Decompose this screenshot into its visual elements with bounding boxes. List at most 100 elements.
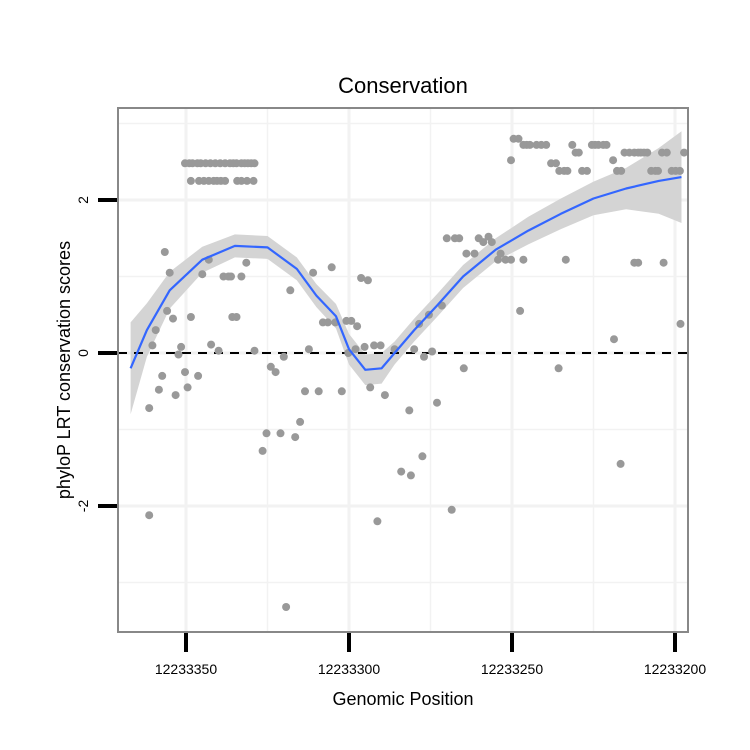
data-point [561,255,570,264]
data-point [177,342,186,351]
data-point [198,270,207,279]
data-point [262,429,271,438]
data-point [360,342,369,351]
data-point [675,166,684,175]
data-point [237,176,246,185]
data-point [337,387,346,396]
data-point [165,268,174,277]
data-point [496,249,505,258]
data-point [568,140,577,149]
x-tick-label: 12233350 [155,661,218,677]
data-point [680,148,689,157]
panel-border [117,107,689,633]
data-point [479,238,488,247]
data-point [554,364,563,373]
smooth-line-group [129,176,682,371]
data-point [470,249,479,258]
data-point [323,318,332,327]
data-point [455,234,464,243]
data-point [602,140,611,149]
x-axis-title: Genomic Position [332,689,473,709]
data-point [462,249,471,258]
data-points-group [145,134,689,611]
data-point [266,362,275,371]
x-tick-label: 12233250 [481,661,544,677]
data-point [351,345,360,354]
x-tick-label: 12233300 [318,661,381,677]
data-point [583,166,591,175]
data-point [542,140,551,149]
data-point [659,258,668,267]
data-point [353,322,362,331]
data-point [186,176,195,185]
data-point [654,166,662,175]
data-point [494,255,502,264]
data-point [563,166,572,175]
data-point [610,335,618,344]
data-point [442,234,451,243]
x-axis: 12233350 12233300 12233250 12233200 [155,633,706,677]
data-point [174,350,183,359]
smooth-line [129,176,682,371]
data-point [237,272,246,281]
data-point [373,517,382,526]
data-point [676,319,685,328]
data-point [194,371,203,380]
data-point [433,398,441,407]
data-point [514,134,523,143]
data-point [428,347,437,356]
data-point [276,429,285,438]
data-point [160,248,169,256]
data-point [410,345,419,354]
data-point [207,340,216,349]
data-point [243,176,251,185]
data-point [304,345,313,354]
data-point [327,263,336,272]
data-point [227,272,235,281]
data-point [405,406,414,415]
data-point [501,255,510,264]
data-point [169,314,177,323]
data-point [250,159,259,168]
data-point [516,306,525,315]
data-point [363,276,372,285]
data-point [221,176,230,185]
data-point [617,166,626,175]
data-point [525,140,534,149]
data-point [286,286,295,295]
y-axis: 2 0 -2 [75,196,117,512]
data-point [347,316,356,325]
data-point [154,385,163,394]
data-point [145,511,154,520]
data-point [163,306,172,315]
data-point [282,603,291,611]
data-point [314,387,323,396]
data-point [616,459,625,468]
data-point [406,471,415,480]
data-point [158,371,167,380]
data-point [186,313,195,321]
data-point [301,387,309,396]
data-point [459,364,468,373]
data-point [309,268,318,277]
data-point [258,446,267,455]
data-point [376,341,385,350]
data-point [171,391,180,400]
data-point [634,258,643,267]
data-point [183,383,192,392]
data-point [242,258,251,267]
data-point [643,148,652,157]
data-point [574,148,583,157]
data-point [181,368,189,377]
data-point [609,156,618,165]
data-point [662,148,671,157]
y-tick-label: -2 [75,500,91,513]
y-tick-label: 0 [75,349,91,357]
data-point [507,156,515,165]
data-point [357,274,366,282]
y-axis-title: phyloP LRT conservation scores [54,241,74,499]
data-point [296,417,305,426]
data-point [279,352,288,361]
